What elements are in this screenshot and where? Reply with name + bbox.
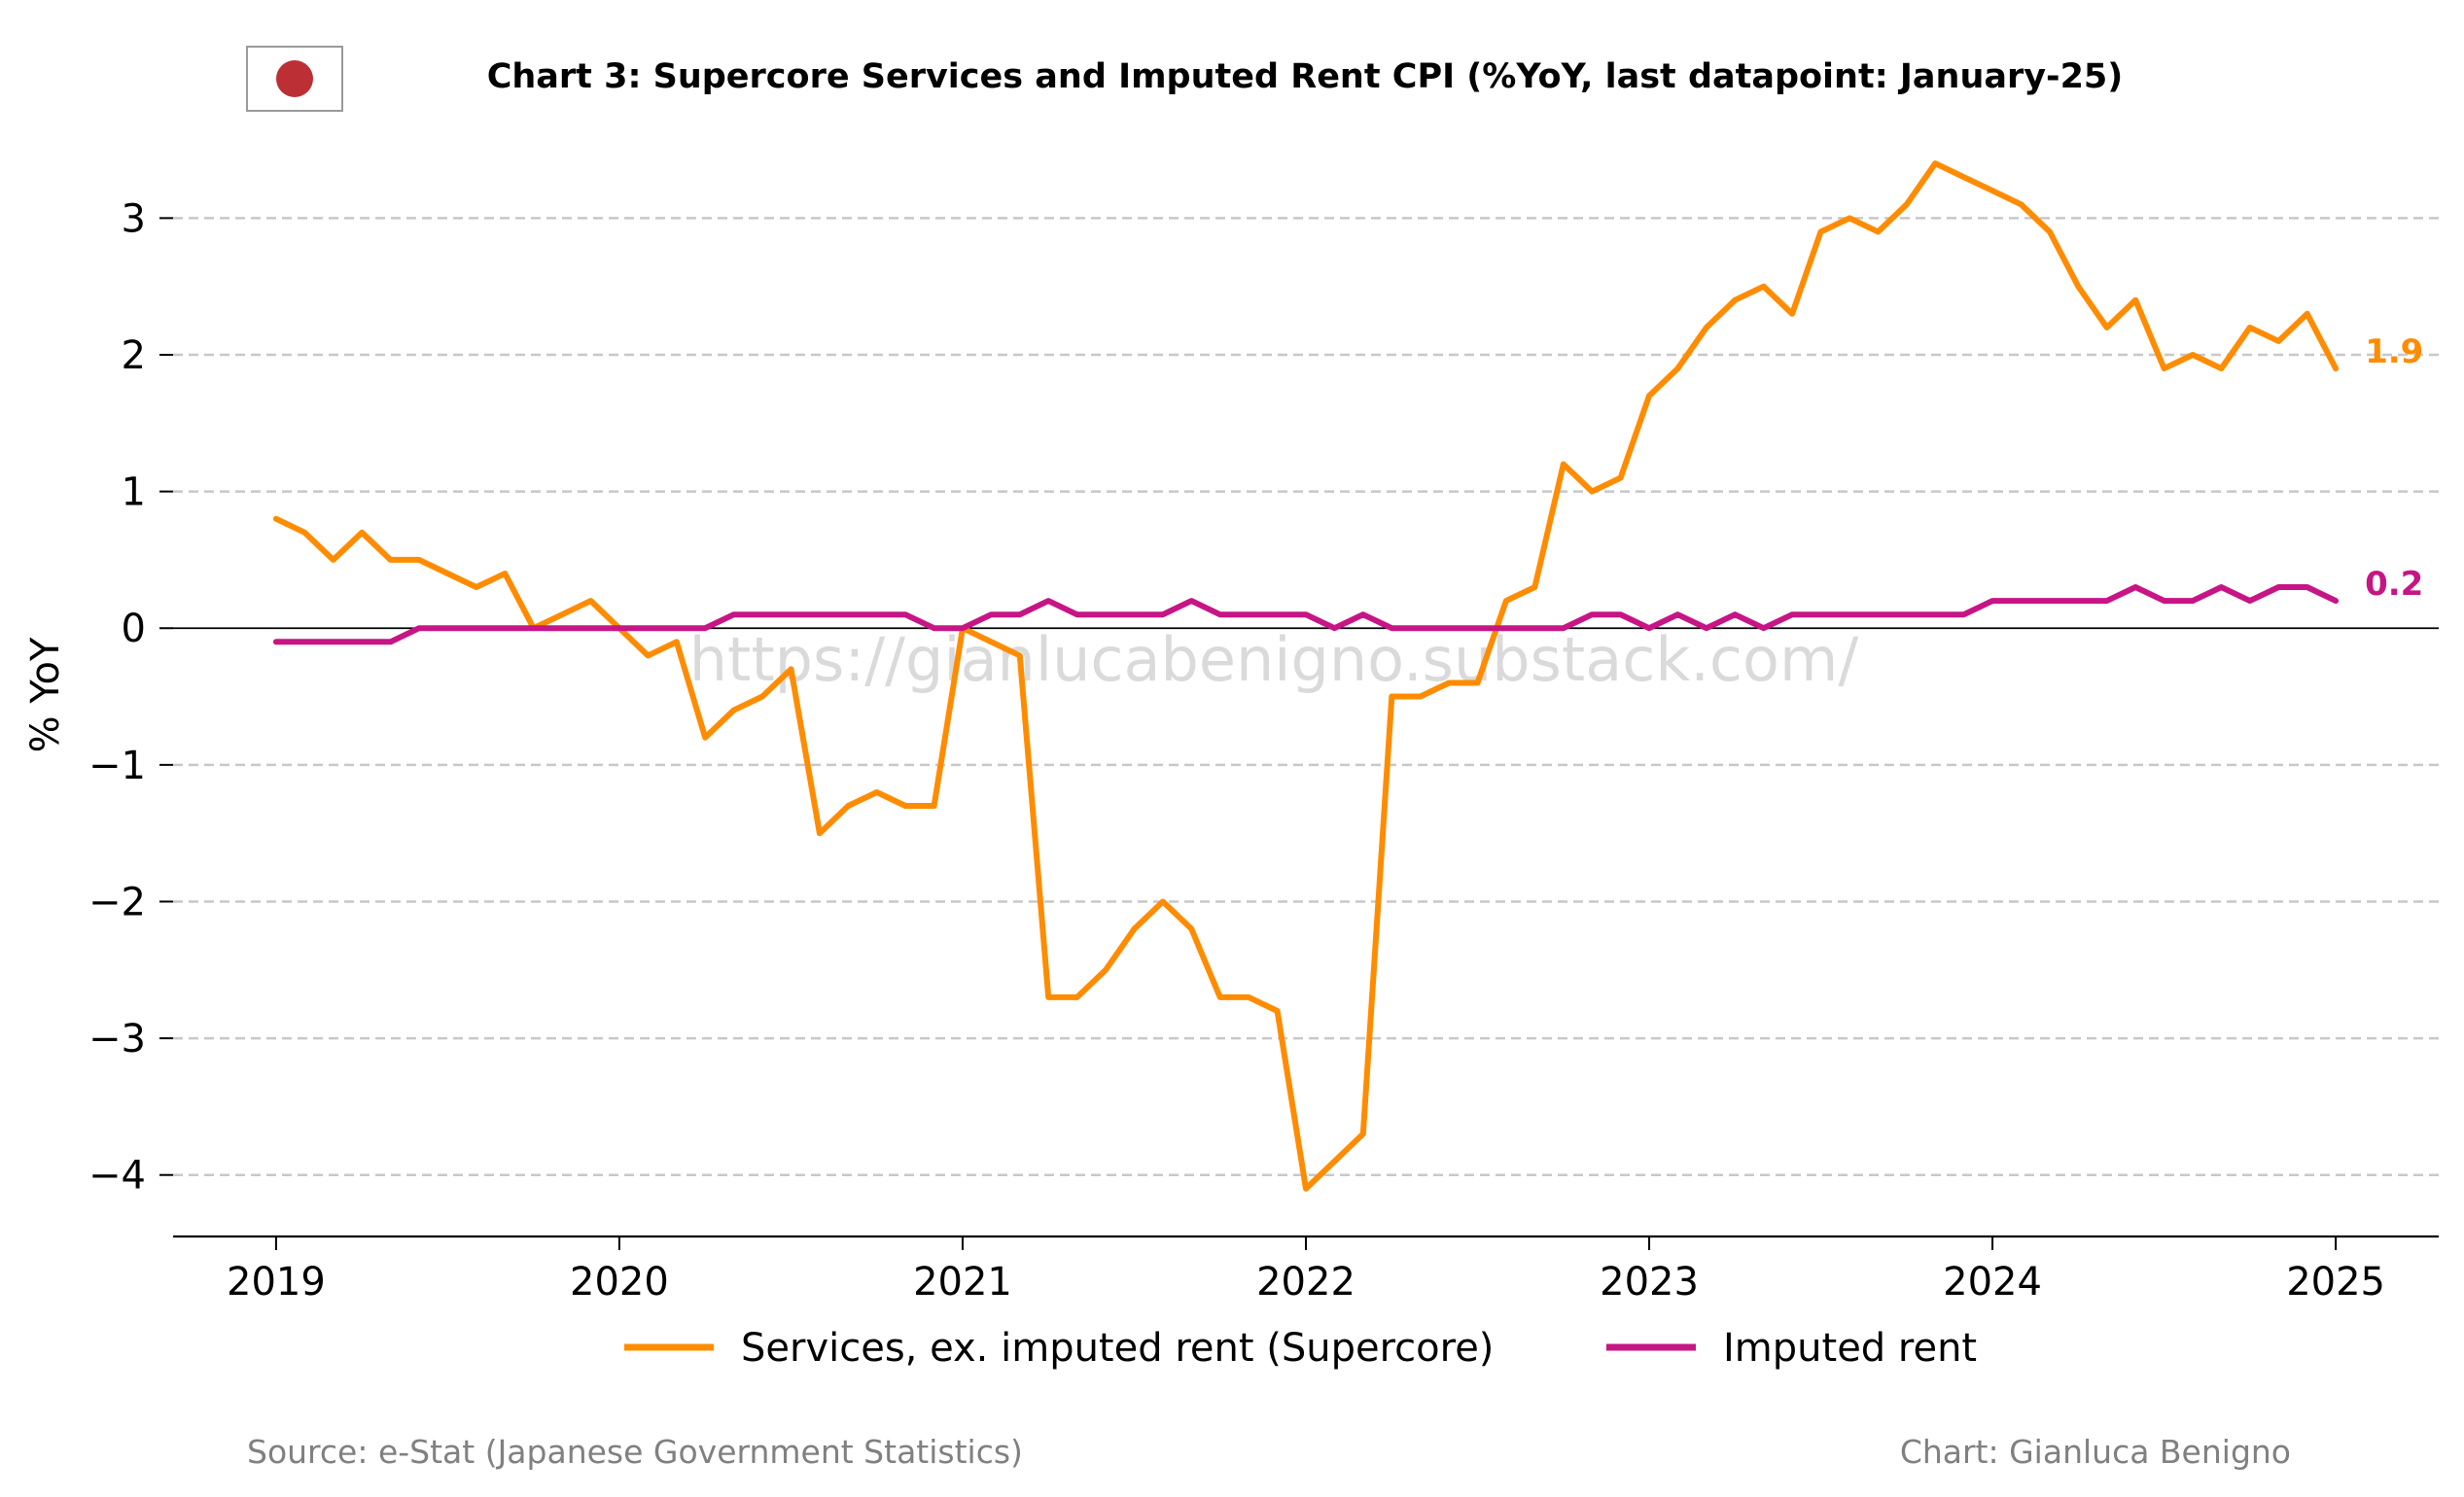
x-tick-label: 2019 — [227, 1260, 326, 1305]
x-tick-label: 2022 — [1256, 1260, 1355, 1305]
y-tick-label: 1 — [122, 470, 146, 515]
x-tick-label: 2024 — [1943, 1260, 2042, 1305]
end-label-1: 1.9 — [2365, 332, 2423, 371]
legend: Services, ex. imputed rent (Supercore) Im… — [624, 1326, 1977, 1371]
x-tick-label: 2020 — [570, 1260, 669, 1305]
y-tick-label: 3 — [122, 196, 146, 241]
end-label-2: 0.2 — [2365, 565, 2423, 604]
y-tick-label: −3 — [88, 1017, 146, 1062]
end-labels: 1.9 0.2 — [2365, 332, 2423, 604]
y-tick-label: 2 — [122, 333, 146, 378]
y-tick-label: −4 — [88, 1154, 146, 1199]
chart-credit: Chart: Gianluca Benigno — [1900, 1433, 2291, 1471]
watermark: https://gianlucabenigno.substack.com/ — [689, 624, 1859, 695]
series-line-2 — [272, 584, 2340, 645]
legend-label-2: Imputed rent — [1723, 1326, 1977, 1371]
x-tick-label: 2025 — [2286, 1260, 2385, 1305]
y-tick-label: −1 — [88, 744, 146, 788]
japan-flag-icon — [246, 46, 343, 112]
x-tick-label: 2023 — [1600, 1260, 1699, 1305]
source-note: Source: e-Stat (Japanese Government Stat… — [247, 1433, 1023, 1471]
y-tick-label: 0 — [122, 607, 146, 651]
tick-labels: −4 −3 −2 −1 0 1 2 3 2019 2020 2021 2022 2023 2024 2025 — [88, 196, 2385, 1305]
legend-label-1: Services, ex. imputed rent (Supercore) — [741, 1326, 1494, 1371]
chart-title: Chart 3: Supercore Services and Imputed … — [487, 57, 2124, 96]
series-lines — [272, 160, 2340, 1192]
x-tick-label: 2021 — [913, 1260, 1012, 1305]
gridlines — [173, 217, 2439, 1176]
y-tick-label: −2 — [88, 880, 146, 924]
y-axis-label: % YoY — [23, 637, 68, 752]
